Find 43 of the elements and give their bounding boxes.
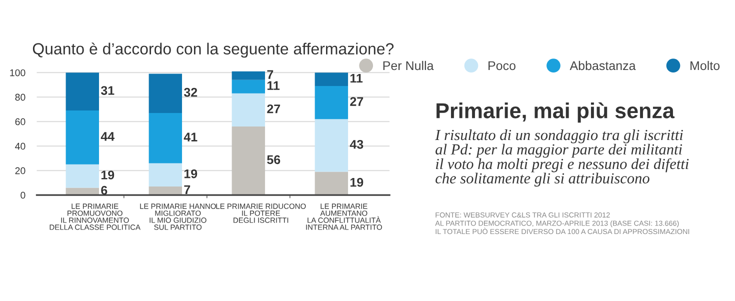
bar: [314, 72, 348, 86]
y-tick-label: 20: [15, 167, 26, 174]
y-tick-label: 100: [10, 69, 26, 76]
data-label: 19: [350, 178, 364, 187]
legend-label: Poco: [488, 61, 516, 70]
bar: [232, 126, 266, 196]
data-label: 44: [100, 132, 115, 141]
bar: [314, 172, 348, 196]
bar: [232, 93, 266, 126]
data-label: 11: [350, 74, 363, 83]
y-tick-label: 0: [20, 192, 26, 199]
data-label: 6: [101, 186, 108, 195]
data-label: 7: [184, 185, 190, 194]
bar: [232, 71, 266, 80]
y-tick-label: 60: [15, 118, 26, 126]
data-label: 11: [267, 81, 280, 90]
bar: [66, 72, 100, 111]
bar: [66, 164, 100, 188]
data-label: 19: [184, 169, 198, 178]
bar: [232, 80, 266, 94]
bar: [314, 119, 348, 172]
data-label: 27: [267, 104, 280, 114]
legend-label: Per Nulla: [383, 60, 434, 70]
text: I risultato di un sondaggio tra gli iscritti al Pd: per la maggior parte dei militanti il voto ha molti pregi e nessuno dei difetti che solitamente gli si attribuiscono: [435, 129, 689, 187]
text: Primarie, mai più senza: [436, 102, 675, 123]
y-tick-label: 40: [15, 142, 26, 150]
bar: [148, 163, 182, 186]
bar: [148, 74, 182, 113]
data-label: 32: [184, 88, 198, 97]
data-label: 27: [350, 97, 364, 106]
legend-label: Abbastanza: [570, 60, 636, 70]
bar: [148, 112, 182, 164]
data-label: 43: [350, 140, 364, 149]
data-label: 31: [100, 86, 114, 95]
y-tick-label: 80: [15, 94, 26, 101]
bar: [314, 86, 348, 120]
bar: [66, 110, 100, 164]
data-label: 41: [184, 132, 198, 142]
data-label: 19: [101, 170, 114, 180]
legend-label: Molto: [690, 60, 720, 70]
data-label: 7: [267, 70, 274, 79]
data-label: 56: [267, 155, 280, 164]
text: Quanto è d’accordo con la seguente affermazione?: [32, 42, 394, 58]
